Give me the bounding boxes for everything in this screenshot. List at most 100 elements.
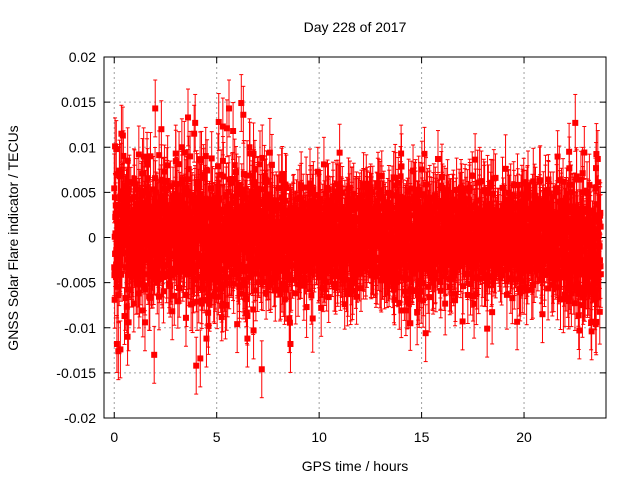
point-marker (167, 183, 174, 190)
point-marker (147, 203, 154, 210)
y-tick-labels: -0.02 -0.015 -0.01 -0.005 0 0.005 0.01 0.015 0.0… (56, 49, 96, 426)
point-marker (149, 271, 156, 278)
y-tick-label: 0 (88, 230, 96, 246)
point-marker (201, 220, 208, 227)
y-tick-label: 0.02 (69, 49, 96, 65)
y-tick-label: -0.02 (64, 410, 96, 426)
point-marker (159, 217, 166, 224)
data-points (111, 74, 604, 399)
point-marker (124, 271, 131, 278)
point-marker (233, 169, 240, 176)
y-tick-label: 0.005 (61, 184, 96, 200)
point-marker (200, 265, 207, 272)
point-marker (191, 249, 198, 256)
point-marker (122, 295, 129, 302)
point-marker (115, 292, 122, 299)
point-marker (120, 152, 127, 159)
point-marker (243, 296, 250, 303)
x-tick-label: 10 (311, 429, 327, 445)
point-marker (139, 307, 146, 314)
point-marker (207, 271, 214, 278)
point-marker (187, 214, 194, 221)
point-marker (139, 259, 146, 266)
point-marker (212, 279, 219, 286)
point-marker (217, 266, 224, 273)
point-marker (177, 196, 184, 203)
point-marker (203, 296, 210, 303)
point-marker (223, 193, 230, 200)
point-marker (193, 244, 200, 251)
point-marker (194, 298, 201, 305)
point-marker (131, 175, 138, 182)
point-marker (169, 266, 176, 273)
x-tick-label: 15 (414, 429, 430, 445)
point-marker (125, 189, 132, 196)
point-marker (152, 175, 159, 182)
point-marker (187, 191, 194, 198)
point-marker (208, 155, 215, 162)
point-marker (211, 224, 218, 231)
point-marker (206, 201, 213, 208)
point-marker (161, 240, 168, 247)
point-marker (135, 201, 142, 208)
point-marker (220, 173, 227, 180)
point-marker (200, 174, 207, 181)
point-marker (200, 171, 207, 178)
point-marker (145, 271, 152, 278)
point-marker (208, 218, 215, 225)
point-marker (206, 295, 213, 302)
point-marker (167, 216, 174, 223)
y-tick-label: -0.01 (64, 320, 96, 336)
point-marker (117, 169, 124, 176)
point-marker (198, 157, 205, 164)
point-marker (145, 254, 152, 261)
point-marker (144, 175, 151, 182)
point-marker (123, 264, 130, 271)
chart-title: Day 228 of 2017 (304, 19, 407, 35)
point-marker (156, 199, 163, 206)
point-marker (130, 300, 137, 307)
point-marker (168, 220, 175, 227)
point-marker (147, 153, 154, 160)
point-marker (215, 249, 222, 256)
point-marker (155, 293, 162, 300)
point-marker (140, 253, 147, 260)
point-marker (221, 273, 228, 280)
axis-ticks (104, 56, 606, 419)
point-marker (141, 189, 148, 196)
point-marker (177, 209, 184, 216)
point-marker (198, 204, 205, 211)
point-marker (136, 281, 143, 288)
point-marker (176, 161, 183, 168)
point-marker (135, 290, 142, 297)
point-marker (175, 236, 182, 243)
point-marker (179, 180, 186, 187)
point-marker (116, 173, 123, 180)
point-marker (156, 152, 163, 159)
point-marker (215, 271, 222, 278)
point-marker (164, 162, 171, 169)
point-marker (180, 219, 187, 226)
y-tick-label: -0.005 (56, 275, 96, 291)
point-marker (155, 251, 162, 258)
point-marker (224, 280, 231, 287)
point-marker (123, 303, 130, 310)
point-marker (192, 203, 199, 210)
point-marker (202, 153, 209, 160)
point-marker (214, 293, 221, 300)
point-marker (134, 205, 141, 212)
point-marker (220, 216, 227, 223)
point-marker (158, 193, 165, 200)
x-tick-labels: 0 5 10 15 20 (110, 429, 532, 445)
point-marker (138, 187, 145, 194)
point-marker (152, 232, 159, 239)
point-marker (214, 163, 221, 170)
point-marker (163, 262, 170, 269)
point-marker (199, 215, 206, 222)
y-tick-label: 0.015 (61, 94, 96, 110)
point-marker (125, 185, 132, 192)
point-marker (181, 149, 188, 156)
point-marker (137, 213, 144, 220)
point-marker (183, 248, 190, 255)
x-tick-label: 0 (110, 429, 118, 445)
